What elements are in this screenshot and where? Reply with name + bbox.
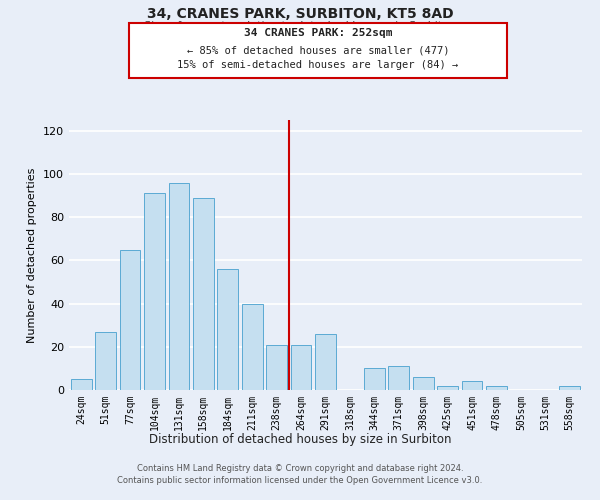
Bar: [461, 382, 482, 390]
Bar: [364, 368, 385, 390]
Text: ← 85% of detached houses are smaller (477): ← 85% of detached houses are smaller (47…: [187, 45, 449, 55]
Bar: [486, 386, 507, 390]
Text: 34, CRANES PARK, SURBITON, KT5 8AD: 34, CRANES PARK, SURBITON, KT5 8AD: [146, 8, 454, 22]
Bar: [413, 377, 434, 390]
Bar: [193, 198, 214, 390]
Text: Contains public sector information licensed under the Open Government Licence v3: Contains public sector information licen…: [118, 476, 482, 485]
Text: 34 CRANES PARK: 252sqm: 34 CRANES PARK: 252sqm: [244, 28, 392, 38]
Text: 15% of semi-detached houses are larger (84) →: 15% of semi-detached houses are larger (…: [178, 60, 458, 70]
Bar: [217, 269, 238, 390]
Bar: [71, 379, 92, 390]
Bar: [95, 332, 116, 390]
Bar: [437, 386, 458, 390]
Text: Size of property relative to detached houses in Surbiton: Size of property relative to detached ho…: [144, 21, 456, 31]
Y-axis label: Number of detached properties: Number of detached properties: [28, 168, 37, 342]
Bar: [119, 250, 140, 390]
Bar: [388, 366, 409, 390]
Bar: [290, 344, 311, 390]
Bar: [266, 344, 287, 390]
Bar: [242, 304, 263, 390]
Bar: [559, 386, 580, 390]
Text: Contains HM Land Registry data © Crown copyright and database right 2024.: Contains HM Land Registry data © Crown c…: [137, 464, 463, 473]
Bar: [169, 182, 190, 390]
Bar: [315, 334, 336, 390]
Bar: [144, 194, 165, 390]
Text: Distribution of detached houses by size in Surbiton: Distribution of detached houses by size …: [149, 432, 451, 446]
